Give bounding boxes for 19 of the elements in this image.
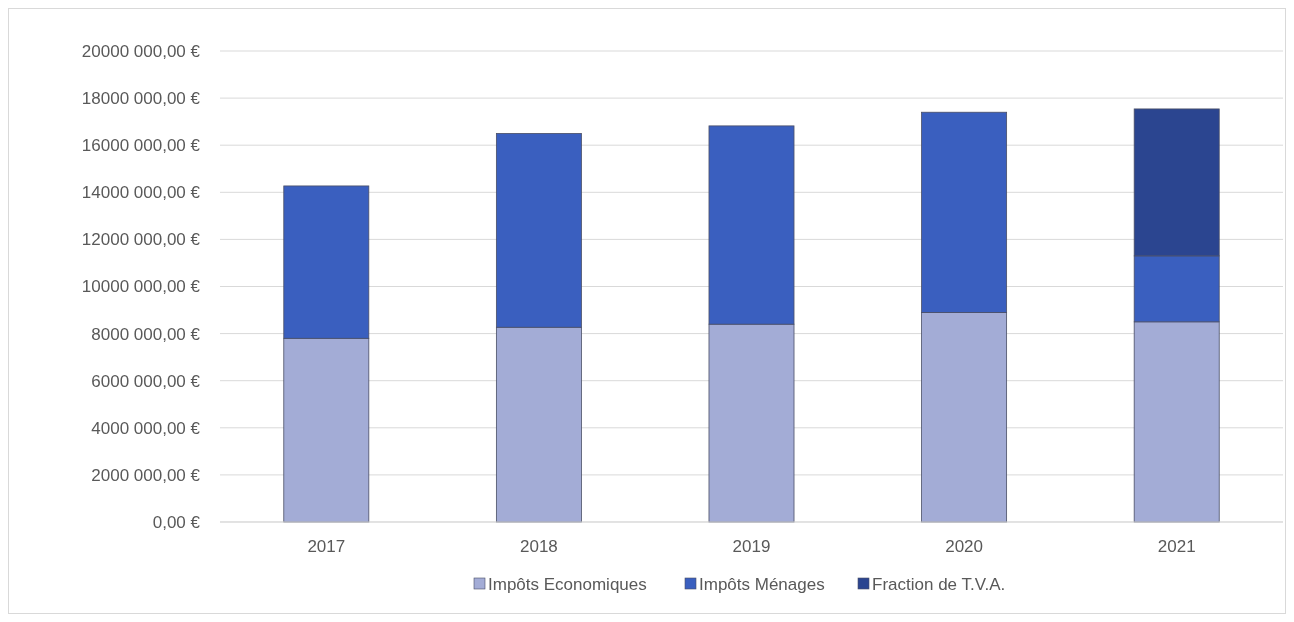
x-tick-label: 2020 [945, 537, 984, 556]
x-tick-label: 2018 [519, 537, 558, 556]
legend-label: Impôts Economiques [488, 575, 647, 594]
x-tick-label: 2017 [307, 537, 346, 556]
y-tick-label: 16000 000,00 € [81, 136, 201, 156]
y-tick-label: 14000 000,00 € [81, 183, 201, 203]
x-tick-label: 2021 [1157, 537, 1196, 556]
y-tick-label: 20000 000,00 € [81, 41, 201, 61]
y-tick-label: 12000 000,00 € [81, 230, 201, 250]
y-tick-label: 6000 000,00 € [91, 371, 201, 391]
legend-label: Impôts Ménages [699, 575, 825, 594]
y-tick-label: 10000 000,00 € [81, 277, 201, 297]
y-tick-label: 8000 000,00 € [91, 324, 201, 344]
y-tick-label: 18000 000,00 € [81, 89, 201, 109]
y-tick-label: 4000 000,00 € [91, 418, 201, 438]
y-tick-label: 0,00 € [152, 512, 201, 532]
y-tick-label: 2000 000,00 € [91, 465, 201, 485]
legend-label: Fraction de T.V.A. [872, 575, 1006, 594]
x-tick-label: 2019 [732, 537, 771, 556]
